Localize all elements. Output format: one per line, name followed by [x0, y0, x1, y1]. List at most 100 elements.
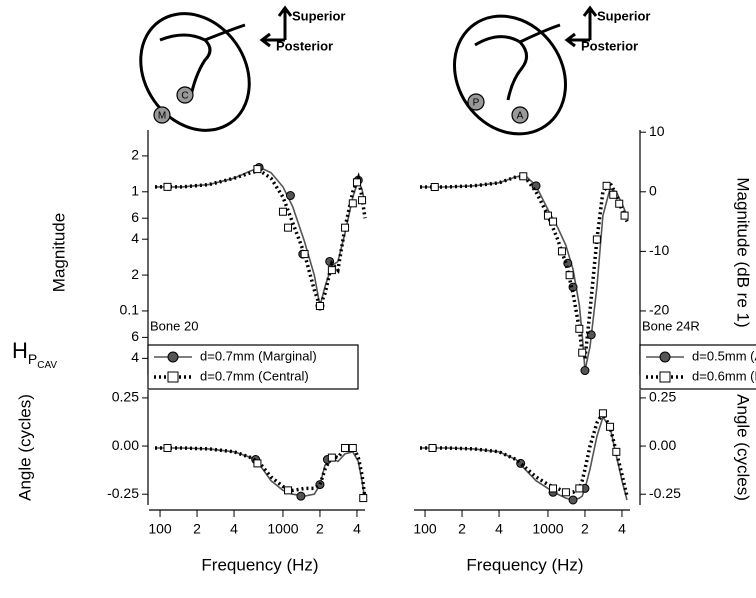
x-tick-label: 1000 [267, 521, 298, 537]
site [467, 93, 485, 111]
symbol: HPCAV [12, 338, 57, 371]
y-tick-label: 10 [649, 123, 665, 139]
marker [163, 182, 172, 191]
legend-marker [167, 371, 179, 383]
legend-label: d=0.7mm (Central) [200, 368, 309, 383]
site [153, 106, 171, 124]
x-tick-label: 2 [193, 521, 201, 537]
direction-label: Superior [292, 8, 345, 23]
marker [163, 443, 172, 452]
marker [341, 223, 350, 232]
y-tick-label: -0.25 [649, 485, 681, 501]
legend-marker [167, 351, 179, 363]
marker [359, 494, 368, 503]
ossicle [204, 23, 246, 42]
y-tick-label: 0.00 [112, 437, 139, 453]
site-label: A [517, 111, 524, 122]
y-tick-label: 0 [649, 182, 657, 198]
sites [153, 86, 529, 124]
y-axis-label: Magnitude (dB re 1) [734, 177, 753, 327]
marker [428, 443, 437, 452]
annotation: Bone 24R [642, 318, 700, 333]
ossicle [519, 23, 561, 44]
y-tick-label: 0.25 [112, 389, 139, 405]
legend-box [147, 344, 359, 390]
marker [612, 447, 621, 456]
series-line [420, 415, 628, 501]
orientation-arrows [564, 5, 598, 48]
marker [549, 484, 558, 493]
marker [519, 172, 528, 181]
series-line [420, 409, 629, 497]
legend-label: d=0.7mm (Marginal) [200, 348, 317, 363]
y-tick-label: -0.25 [107, 485, 139, 501]
x-tick-label: 4 [495, 521, 503, 537]
marker [620, 211, 629, 220]
marker [278, 207, 287, 216]
marker [598, 409, 607, 418]
x-tick-label: 4 [230, 521, 238, 537]
y-tick-label: 6 [131, 209, 139, 225]
x-tick-label: 100 [413, 521, 437, 537]
site [511, 106, 529, 124]
y-axis-label: Angle (cycles) [15, 394, 34, 501]
y-tick-label: 1 [131, 182, 139, 198]
marker [358, 196, 367, 205]
bone-outline [139, 12, 251, 132]
marker [615, 199, 624, 208]
marker [341, 443, 350, 452]
x-tick-label: 1000 [532, 521, 563, 537]
marker [580, 366, 590, 376]
marker [568, 495, 578, 505]
marker [606, 422, 615, 431]
marker [348, 443, 357, 452]
site [176, 86, 194, 104]
x-tick-label: 2 [316, 521, 324, 537]
legend-label: d=0.6mm (P-I) [692, 368, 756, 383]
symbol-subsub: CAV [37, 360, 57, 371]
direction-label: Superior [597, 8, 650, 23]
series-line [155, 166, 366, 307]
marker [543, 211, 552, 220]
marker [575, 324, 584, 333]
marker [327, 266, 336, 275]
legend-marker [659, 371, 671, 383]
marker [300, 250, 309, 259]
marker [284, 486, 293, 495]
diagram-right [453, 5, 598, 136]
series-line [155, 447, 366, 501]
legend-label: d=0.5mm (A-I) [692, 348, 756, 363]
marker [253, 459, 262, 468]
legend-marker [659, 351, 671, 363]
orientation-arrows [259, 5, 293, 48]
marker [592, 235, 601, 244]
y-tick-label: 0.1 [120, 302, 140, 318]
site-label: C [181, 91, 188, 102]
ossicle [474, 35, 528, 101]
marker [565, 271, 574, 280]
marker [575, 484, 584, 493]
y-tick-label: 4 [131, 349, 139, 365]
marker [348, 199, 357, 208]
y-tick-label: 6 [131, 328, 139, 344]
diagram-left [139, 5, 293, 132]
marker [315, 302, 324, 311]
series-line [420, 174, 628, 371]
x-tick-label: 100 [148, 521, 172, 537]
bone-outline [453, 14, 567, 136]
site-label: M [158, 111, 166, 122]
marker [430, 183, 439, 192]
site-label: P [473, 98, 480, 109]
y-tick-label: 0.00 [649, 437, 676, 453]
y-axis-label: Magnitude [49, 213, 68, 292]
symbol-sub: P [28, 351, 37, 367]
x-tick-label: 4 [353, 521, 361, 537]
y-tick-label: 4 [131, 230, 139, 246]
marker [285, 191, 295, 201]
marker [296, 491, 306, 501]
series-line [420, 175, 629, 365]
series-line [155, 168, 367, 311]
marker [327, 453, 336, 462]
y-tick-label: 2 [131, 147, 139, 163]
